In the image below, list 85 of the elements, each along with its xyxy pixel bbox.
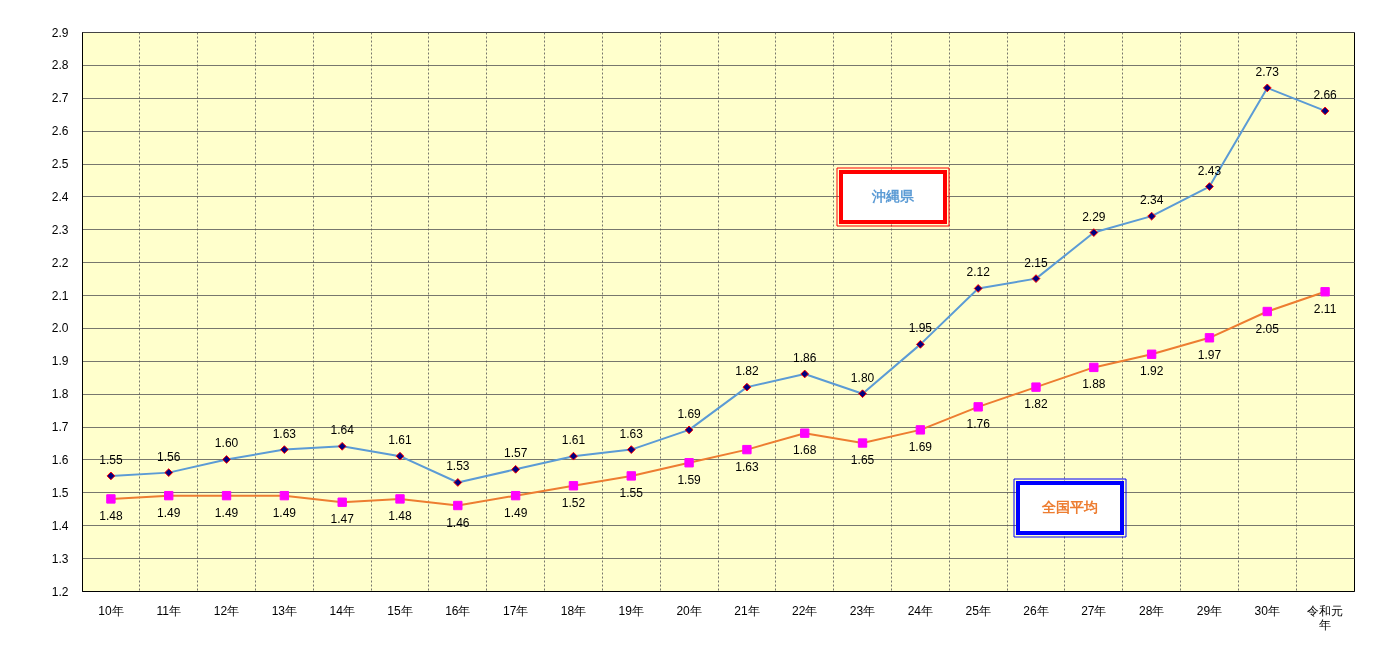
y-tick-label: 2.1 bbox=[51, 288, 69, 303]
y-tick-label: 1.7 bbox=[51, 420, 69, 435]
data-label: 1.55 bbox=[619, 485, 644, 500]
x-tick-label: 30年 bbox=[1254, 603, 1280, 618]
data-label: 1.59 bbox=[677, 472, 702, 487]
y-tick-label: 1.2 bbox=[51, 584, 69, 599]
data-label: 1.46 bbox=[446, 515, 470, 530]
data-label: 1.92 bbox=[1139, 364, 1164, 379]
data-label: 1.63 bbox=[619, 426, 644, 441]
y-tick-label: 2.7 bbox=[51, 91, 69, 106]
data-label: 1.97 bbox=[1197, 347, 1222, 362]
data-label: 2.15 bbox=[1024, 255, 1048, 270]
y-tick-label: 1.3 bbox=[51, 551, 69, 566]
x-tick-label: 18年 bbox=[560, 603, 587, 618]
y-tick-label: 2.0 bbox=[51, 321, 69, 336]
x-tick-label: 20年 bbox=[676, 603, 702, 618]
x-tick-label: 11年 bbox=[156, 603, 181, 618]
y-tick-label: 2.4 bbox=[51, 189, 69, 204]
y-tick-label: 2.5 bbox=[51, 157, 69, 172]
data-label: 1.49 bbox=[157, 505, 181, 520]
text: 沖縄県 bbox=[871, 188, 915, 204]
data-label: 1.48 bbox=[99, 508, 123, 523]
data-label: 2.73 bbox=[1255, 64, 1280, 79]
data-label: 1.82 bbox=[1024, 397, 1048, 412]
x-tick-label: 15年 bbox=[387, 603, 413, 618]
data-label: 1.88 bbox=[1082, 377, 1106, 392]
data-label: 1.63 bbox=[272, 426, 297, 441]
data-label: 1.95 bbox=[908, 321, 933, 336]
data-label: 2.34 bbox=[1139, 193, 1164, 208]
x-tick-label: 令和元年 bbox=[1307, 603, 1344, 632]
data-label: 2.05 bbox=[1255, 321, 1280, 336]
data-label: 1.60 bbox=[214, 436, 239, 451]
x-tick-label: 26年 bbox=[1023, 603, 1049, 618]
x-tick-label: 22年 bbox=[792, 603, 818, 618]
data-label: 1.82 bbox=[735, 364, 759, 379]
y-tick-label: 2.2 bbox=[51, 255, 69, 270]
data-label: 1.49 bbox=[503, 505, 528, 520]
data-label: 2.12 bbox=[966, 265, 991, 280]
data-label: 1.52 bbox=[561, 495, 586, 510]
y-tick-label: 1.9 bbox=[51, 354, 69, 369]
x-tick-label: 29年 bbox=[1196, 603, 1223, 618]
y-tick-label: 2.9 bbox=[51, 25, 69, 40]
x-tick-label: 10年 bbox=[98, 603, 124, 618]
y-tick-label: 2.6 bbox=[51, 124, 69, 139]
x-tick-label: 17年 bbox=[502, 603, 529, 618]
data-label: 1.56 bbox=[157, 449, 181, 464]
y-tick-label: 1.5 bbox=[51, 485, 69, 500]
x-tick-label: 28年 bbox=[1138, 603, 1165, 618]
x-tick-label: 24年 bbox=[907, 603, 934, 618]
y-tick-label: 2.3 bbox=[51, 222, 69, 237]
data-label: 1.69 bbox=[677, 406, 702, 421]
x-tick-label: 14年 bbox=[329, 603, 355, 618]
data-label: 1.65 bbox=[850, 453, 875, 468]
data-label: 1.64 bbox=[330, 423, 355, 438]
x-tick-label: 21年 bbox=[734, 603, 760, 618]
y-tick-label: 1.8 bbox=[51, 387, 69, 402]
data-label: 1.55 bbox=[99, 452, 123, 467]
x-tick-label: 13年 bbox=[271, 603, 298, 618]
data-label: 1.80 bbox=[850, 370, 875, 385]
data-label: 1.49 bbox=[272, 505, 297, 520]
data-label: 1.76 bbox=[966, 416, 991, 431]
x-tick-label: 16年 bbox=[445, 603, 471, 618]
data-label: 1.57 bbox=[503, 446, 528, 461]
data-label: 1.61 bbox=[388, 433, 412, 448]
data-label: 2.29 bbox=[1082, 209, 1106, 224]
data-label: 1.69 bbox=[908, 439, 933, 454]
data-label: 1.48 bbox=[388, 508, 412, 523]
data-label: 1.86 bbox=[793, 350, 817, 365]
data-label: 1.47 bbox=[330, 512, 355, 527]
x-tick-label: 23年 bbox=[849, 603, 876, 618]
x-tick-label: 27年 bbox=[1081, 603, 1107, 618]
x-tick-label: 25年 bbox=[965, 603, 991, 618]
y-tick-label: 1.4 bbox=[51, 518, 69, 533]
y-tick-label: 1.6 bbox=[51, 452, 69, 467]
x-tick-label: 12年 bbox=[213, 603, 240, 618]
data-label: 1.63 bbox=[735, 459, 759, 474]
data-label: 1.61 bbox=[561, 433, 586, 448]
data-label: 1.68 bbox=[793, 443, 817, 458]
y-tick-label: 2.8 bbox=[51, 58, 69, 73]
data-label: 1.49 bbox=[214, 505, 239, 520]
data-label: 2.11 bbox=[1313, 301, 1337, 316]
data-label: 1.53 bbox=[446, 459, 470, 474]
data-label: 2.66 bbox=[1313, 87, 1338, 102]
text: 全国平均 bbox=[1041, 499, 1098, 515]
x-tick-label: 19年 bbox=[618, 603, 644, 618]
